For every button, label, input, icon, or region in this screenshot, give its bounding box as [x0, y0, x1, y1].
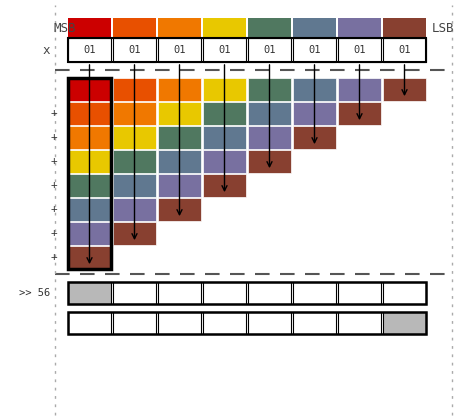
Bar — [203, 78, 246, 101]
Bar — [383, 282, 426, 304]
Text: >> 56: >> 56 — [19, 288, 50, 298]
Bar — [68, 102, 111, 125]
Bar — [158, 312, 201, 334]
Text: +: + — [51, 205, 57, 215]
Text: LSB: LSB — [432, 21, 454, 34]
Bar — [248, 102, 291, 125]
Text: +: + — [51, 157, 57, 166]
Bar — [248, 18, 291, 38]
Text: +: + — [51, 228, 57, 239]
Bar — [68, 222, 111, 245]
Bar — [248, 78, 291, 101]
Bar — [383, 38, 426, 62]
Bar — [68, 246, 111, 269]
Bar — [293, 38, 336, 62]
Bar — [113, 222, 156, 245]
Bar — [248, 126, 291, 149]
Bar — [338, 102, 381, 125]
Bar — [113, 102, 156, 125]
Bar — [293, 18, 336, 38]
Text: MSB: MSB — [53, 21, 75, 34]
Bar — [113, 174, 156, 197]
Bar — [68, 150, 111, 173]
Bar — [68, 174, 111, 197]
Bar — [113, 150, 156, 173]
Bar — [203, 312, 246, 334]
Bar — [158, 38, 201, 62]
Bar — [383, 312, 426, 334]
Bar — [248, 312, 291, 334]
Text: 01: 01 — [83, 45, 96, 55]
Text: +: + — [51, 132, 57, 142]
Text: +: + — [51, 181, 57, 191]
Bar — [68, 78, 111, 101]
Bar — [383, 18, 426, 38]
Bar — [113, 126, 156, 149]
Text: +: + — [51, 108, 57, 118]
Bar — [203, 282, 246, 304]
Bar — [293, 102, 336, 125]
Bar — [248, 282, 291, 304]
Bar — [203, 18, 246, 38]
Text: 01: 01 — [128, 45, 141, 55]
Bar — [113, 18, 156, 38]
Text: 01: 01 — [173, 45, 186, 55]
Bar — [203, 174, 246, 197]
Bar — [203, 102, 246, 125]
Bar — [68, 282, 111, 304]
Bar — [338, 78, 381, 101]
Text: 01: 01 — [353, 45, 366, 55]
Bar — [338, 282, 381, 304]
Bar — [158, 126, 201, 149]
Bar — [383, 78, 426, 101]
Bar — [203, 38, 246, 62]
Bar — [113, 198, 156, 221]
Bar — [158, 282, 201, 304]
Bar — [158, 102, 201, 125]
Bar — [68, 18, 111, 38]
Bar — [248, 38, 291, 62]
Bar — [293, 126, 336, 149]
Bar — [158, 198, 201, 221]
Bar — [68, 78, 111, 269]
Bar — [338, 18, 381, 38]
Bar — [293, 78, 336, 101]
Bar — [338, 38, 381, 62]
Text: 01: 01 — [263, 45, 276, 55]
Text: x: x — [43, 44, 50, 57]
Bar — [113, 282, 156, 304]
Bar — [158, 18, 201, 38]
Bar — [338, 312, 381, 334]
Bar — [68, 282, 426, 304]
Bar — [158, 78, 201, 101]
Bar — [203, 150, 246, 173]
Bar — [113, 312, 156, 334]
Bar — [248, 150, 291, 173]
Bar — [113, 38, 156, 62]
Text: 01: 01 — [218, 45, 231, 55]
Text: +: + — [51, 252, 57, 262]
Bar — [203, 126, 246, 149]
Bar — [293, 312, 336, 334]
Bar — [158, 150, 201, 173]
Bar — [68, 38, 426, 62]
Bar — [68, 38, 111, 62]
Bar — [68, 126, 111, 149]
Bar — [158, 174, 201, 197]
Bar — [293, 282, 336, 304]
Bar — [68, 312, 111, 334]
Text: 01: 01 — [398, 45, 411, 55]
Bar — [68, 312, 426, 334]
Bar — [113, 78, 156, 101]
Bar — [68, 198, 111, 221]
Text: 01: 01 — [308, 45, 321, 55]
